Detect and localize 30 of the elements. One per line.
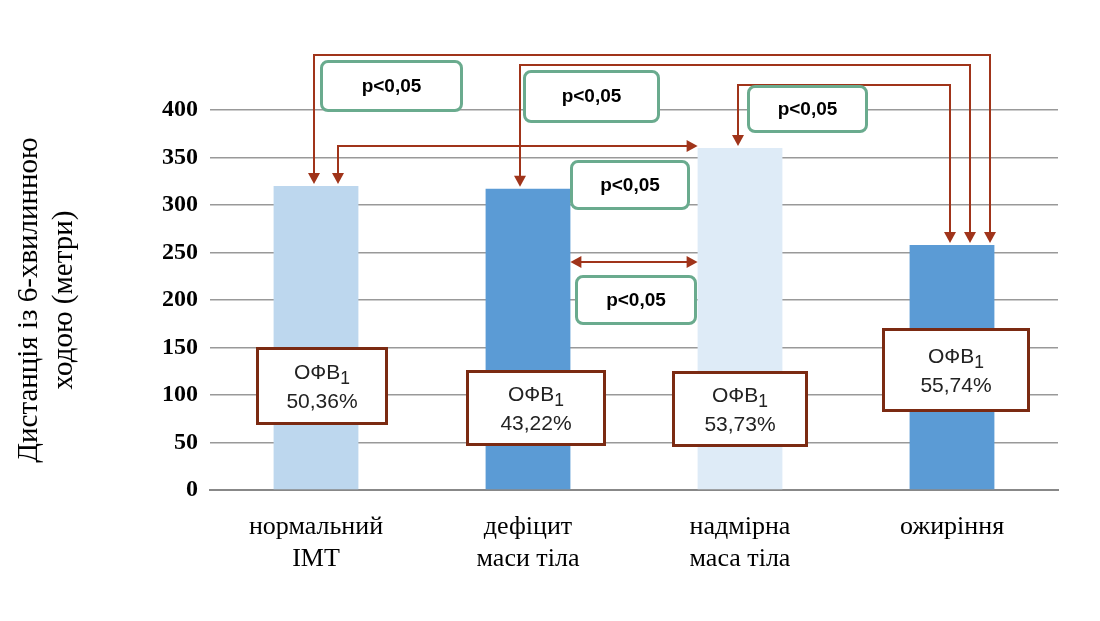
- text-box: ОФВ$_{1}$ 50,36%: [256, 347, 388, 425]
- annotation: ОФВ$_{1}$ 53,73%: [704, 383, 776, 435]
- y-tick-label: 0: [186, 475, 198, 502]
- y-axis-title: Дистанція із 6-хвилинною ходою (метри): [11, 137, 79, 463]
- text-box: p<0,05: [320, 60, 463, 112]
- y-tick-label: 150: [162, 332, 198, 359]
- annotation: p<0,05: [777, 97, 838, 120]
- y-tick-label: 400: [162, 95, 198, 122]
- text-box: p<0,05: [747, 85, 868, 133]
- y-tick-label: 100: [162, 380, 198, 407]
- annotation: ОФВ$_{1}$ 43,22%: [500, 382, 572, 434]
- text-box: ОФВ$_{1}$ 55,74%: [882, 328, 1030, 412]
- text-box: p<0,05: [570, 160, 690, 210]
- text-box: ОФВ$_{1}$ 53,73%: [672, 371, 808, 447]
- x-tick-label: дефіцит маси тіла: [476, 511, 580, 572]
- text-box: ОФВ$_{1}$ 43,22%: [466, 370, 606, 446]
- y-tick-label: 350: [162, 142, 198, 169]
- annotation: ОФВ$_{1}$ 55,74%: [920, 344, 992, 396]
- x-tick-label: ожиріння: [899, 511, 1005, 541]
- text-box: p<0,05: [523, 70, 660, 123]
- annotation: p<0,05: [606, 288, 666, 311]
- y-tick-label: 50: [174, 427, 198, 454]
- annotation: ОФВ$_{1}$ 50,36%: [286, 360, 358, 412]
- x-tick-label: надмірна маса тіла: [689, 511, 791, 572]
- y-tick-label: 200: [162, 285, 198, 312]
- x-tick-label: нормальний ІМТ: [248, 511, 384, 572]
- annotation: p<0,05: [600, 173, 660, 196]
- y-tick-label: 250: [162, 237, 198, 264]
- y-tick-label: 300: [162, 190, 198, 217]
- text-box: p<0,05: [575, 275, 697, 325]
